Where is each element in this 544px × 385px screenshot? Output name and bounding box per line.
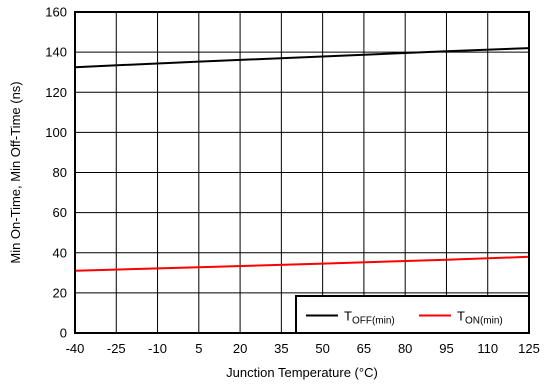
legend-label: TON(min) [457, 309, 503, 327]
y-axis-title: Min On-Time, Min Off-Time (ns) [8, 81, 23, 263]
series-line-onmin [74, 255, 530, 272]
y-tick-label: 100 [45, 125, 67, 140]
x-axis-title: Junction Temperature (°C) [226, 365, 378, 380]
y-tick-label: 160 [45, 5, 67, 20]
x-tick-label: 80 [398, 341, 412, 356]
x-tick-label: -10 [148, 341, 167, 356]
x-tick-label: 95 [439, 341, 453, 356]
x-tick-label: -40 [66, 341, 85, 356]
y-tick-label: 80 [53, 165, 67, 180]
x-tick-label: 110 [477, 341, 498, 356]
legend: TOFF(min) TON(min) [295, 295, 530, 334]
series-line-offmin [74, 47, 530, 69]
x-tick-label: 5 [195, 341, 202, 356]
grid-lines [75, 12, 529, 333]
y-tick-label: 120 [45, 85, 67, 100]
x-tick-label: 125 [518, 341, 540, 356]
series-layer [74, 47, 530, 272]
legend-label: TOFF(min) [344, 309, 395, 327]
x-tick-label: 50 [315, 341, 329, 356]
x-tick-labels: -40 -25 -10 5 20 35 50 65 80 95 110 125 [66, 341, 540, 356]
y-tick-labels: 0 20 40 60 80 100 120 140 160 [45, 5, 67, 341]
x-tick-label: 20 [233, 341, 247, 356]
x-tick-label: 35 [274, 341, 288, 356]
y-tick-label: 140 [45, 45, 67, 60]
y-tick-label: 0 [60, 326, 67, 341]
y-tick-label: 20 [53, 285, 67, 300]
y-tick-label: 40 [53, 245, 67, 260]
y-tick-label: 60 [53, 205, 67, 220]
x-tick-label: 65 [357, 341, 371, 356]
x-tick-label: -25 [107, 341, 126, 356]
